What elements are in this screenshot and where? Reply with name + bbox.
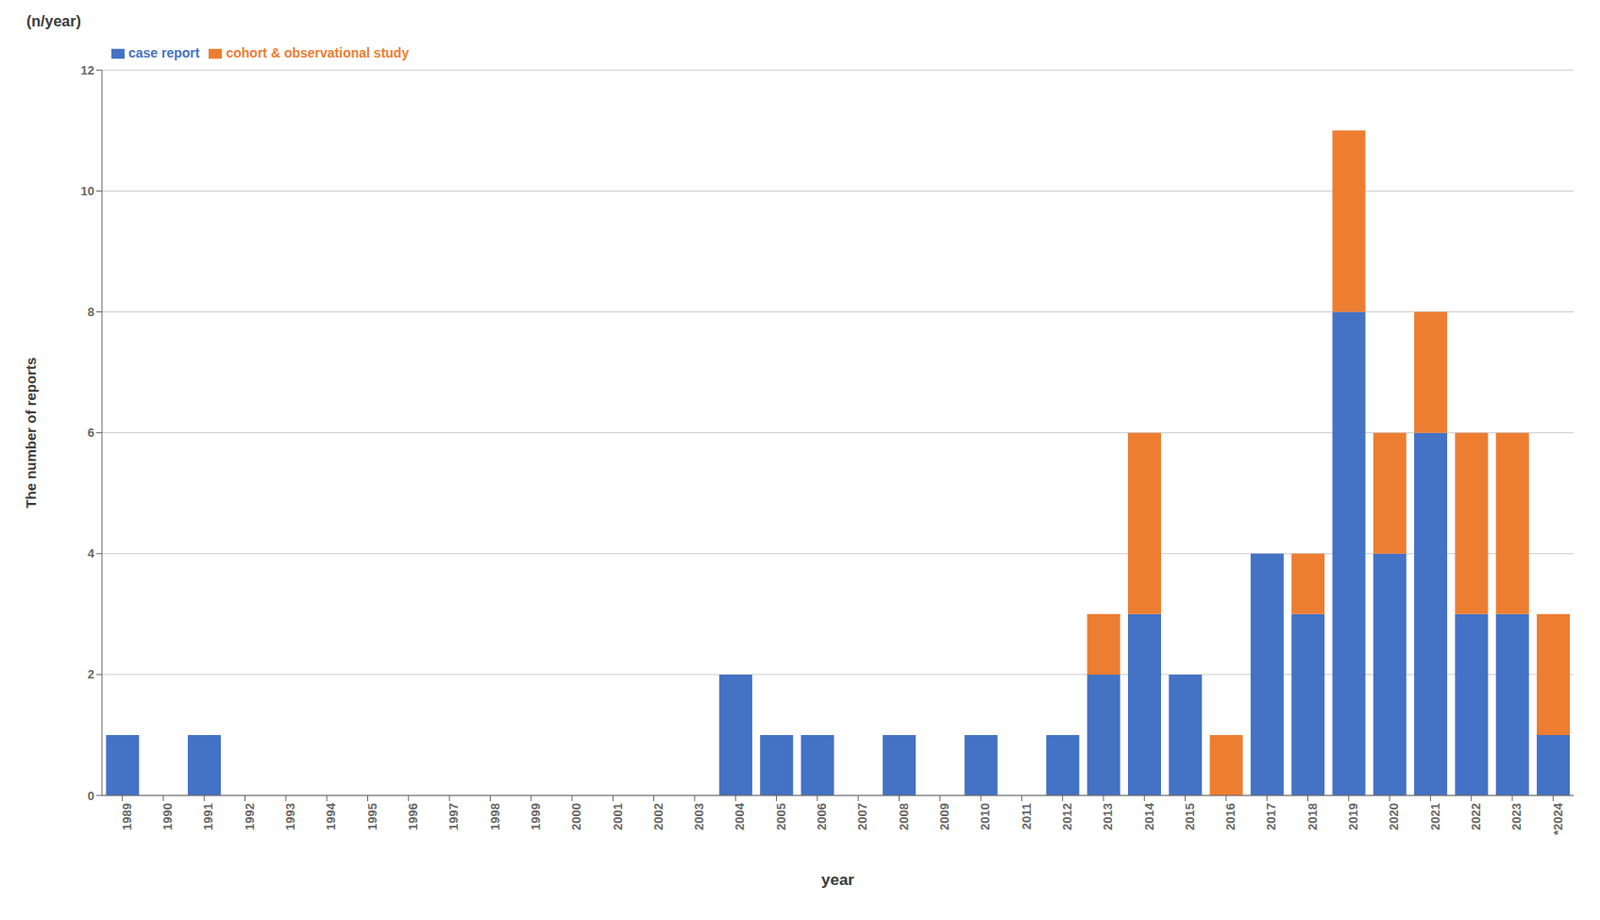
html-text:case report: case report bbox=[128, 45, 200, 61]
svg-text:2022: 2022 bbox=[1468, 803, 1483, 831]
svg-text:2006: 2006 bbox=[814, 803, 829, 831]
svg-text:1993: 1993 bbox=[283, 803, 298, 831]
svg-text:4: 4 bbox=[87, 546, 96, 561]
svg-text:2012: 2012 bbox=[1060, 803, 1075, 831]
svg-text:2016: 2016 bbox=[1223, 803, 1238, 831]
svg-text:8: 8 bbox=[87, 304, 95, 320]
svg-text:2018: 2018 bbox=[1305, 803, 1320, 831]
svg-text:2023: 2023 bbox=[1509, 803, 1524, 831]
svg-text:10: 10 bbox=[81, 184, 95, 199]
svg-text:2013: 2013 bbox=[1100, 803, 1115, 831]
svg-text:2017: 2017 bbox=[1263, 803, 1279, 831]
svg-text:2014: 2014 bbox=[1142, 802, 1157, 831]
svg-text:1999: 1999 bbox=[528, 803, 543, 831]
svg-text:2000: 2000 bbox=[569, 803, 584, 831]
svg-text:2007: 2007 bbox=[855, 803, 870, 831]
html-text:(n/year): (n/year) bbox=[26, 13, 81, 30]
svg-text:12: 12 bbox=[81, 63, 95, 78]
svg-text:2: 2 bbox=[87, 667, 95, 682]
html-text:cohort & observational study: cohort & observational study bbox=[226, 45, 409, 61]
svg-text:1996: 1996 bbox=[405, 803, 421, 831]
svg-text:2019: 2019 bbox=[1346, 803, 1361, 831]
svg-text:2008: 2008 bbox=[896, 803, 911, 831]
svg-text:6: 6 bbox=[87, 425, 95, 440]
svg-text:1989: 1989 bbox=[119, 803, 135, 831]
svg-text:1991: 1991 bbox=[201, 803, 216, 831]
svg-text:1992: 1992 bbox=[242, 803, 257, 831]
svg-text:*2024: *2024 bbox=[1550, 802, 1566, 836]
svg-text:1998: 1998 bbox=[488, 803, 503, 831]
svg-text:2005: 2005 bbox=[774, 803, 789, 831]
svg-text:1997: 1997 bbox=[446, 803, 461, 831]
svg-text:2021: 2021 bbox=[1428, 803, 1443, 831]
svg-text:2001: 2001 bbox=[610, 803, 625, 831]
svg-text:2020: 2020 bbox=[1386, 803, 1401, 831]
svg-text:2015: 2015 bbox=[1182, 803, 1197, 831]
svg-text:year: year bbox=[821, 871, 855, 890]
svg-text:2004: 2004 bbox=[732, 802, 747, 831]
svg-text:0: 0 bbox=[87, 789, 95, 804]
svg-text:2011: 2011 bbox=[1019, 803, 1034, 830]
svg-text:2003: 2003 bbox=[691, 803, 707, 831]
svg-text:2002: 2002 bbox=[651, 803, 666, 831]
svg-text:The number of reports: The number of reports bbox=[22, 357, 39, 509]
svg-text:1995: 1995 bbox=[365, 803, 380, 831]
svg-text:1994: 1994 bbox=[323, 802, 338, 831]
svg-text:2009: 2009 bbox=[937, 803, 952, 831]
svg-text:2010: 2010 bbox=[977, 803, 993, 831]
svg-text:1990: 1990 bbox=[160, 803, 175, 831]
